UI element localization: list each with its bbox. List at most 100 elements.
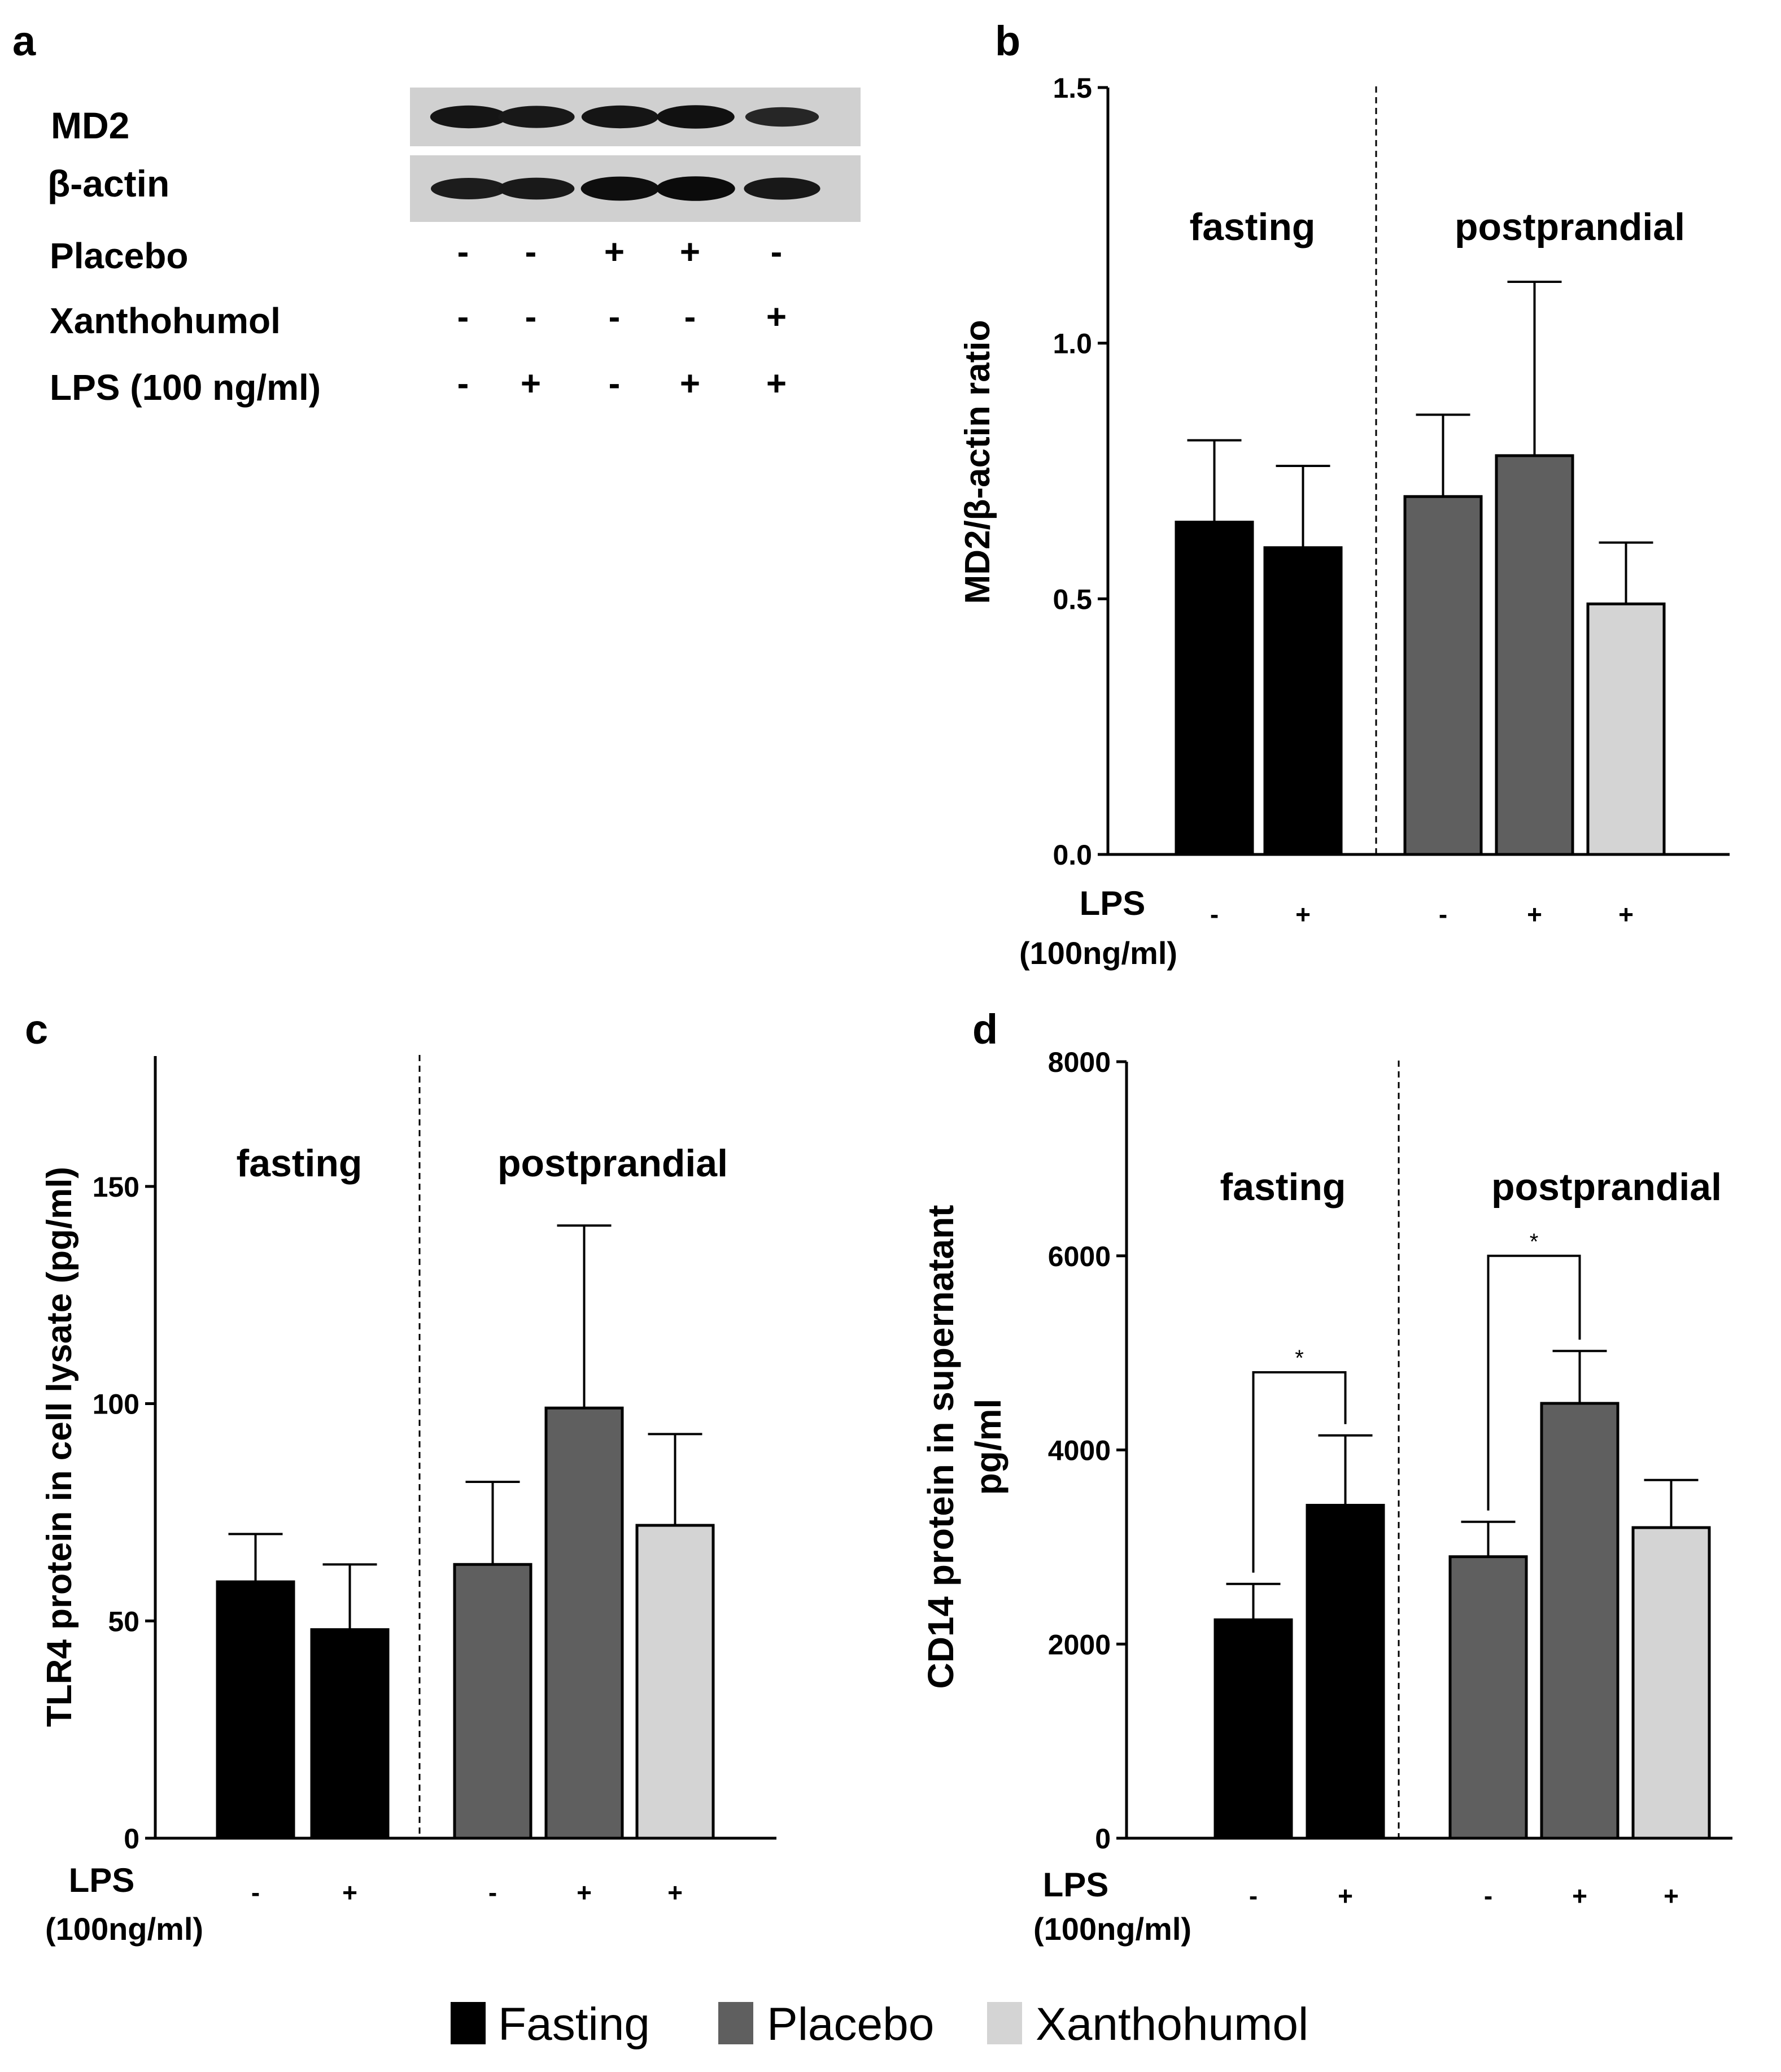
chart-c-lps-sign-3: -	[488, 1878, 497, 1907]
chart-d-y-tick-label-4: 8000	[1048, 1046, 1111, 1078]
chart-b-bar-1	[1175, 521, 1254, 856]
blot-band-md2-lane-5	[745, 107, 819, 127]
chart-b-y-tick-label-1: 0.5	[1053, 583, 1092, 615]
chart-c-bar-3	[453, 1563, 532, 1840]
chart-c-lps-sign-5: +	[667, 1878, 683, 1907]
condition-sign-2-3: -	[609, 298, 621, 337]
legend-label-xanthohumol: Xanthohumol	[1036, 1999, 1308, 2050]
chart-c-y-tick-label-0: 0	[124, 1823, 139, 1855]
condition-sign-1-3: +	[604, 233, 625, 272]
chart-b-group-label-postprandial: postprandial	[1455, 206, 1685, 248]
chart-c-group-label-postprandial: postprandial	[497, 1142, 728, 1185]
chart-d-bar-2	[1306, 1503, 1385, 1840]
legend-swatch-fasting	[451, 2002, 486, 2044]
chart-b-y-tick-label-0: 0.0	[1053, 839, 1092, 871]
chart-d-lps-sign-4: +	[1572, 1881, 1587, 1910]
chart-c-lps-sign-4: +	[577, 1878, 592, 1907]
condition-sign-3-5: +	[766, 364, 787, 403]
blot-band-actin-lane-1	[431, 178, 507, 199]
chart-b-lps-sign-2: +	[1295, 900, 1311, 929]
chart-c-bar-2	[310, 1628, 390, 1840]
legend-label-placebo: Placebo	[767, 1999, 934, 2050]
chart-b-xlabel-line1: LPS	[1080, 884, 1146, 922]
condition-sign-3-3: -	[609, 364, 621, 403]
chart-d-y-tick-label-3: 6000	[1048, 1241, 1111, 1272]
chart-b-bar-3	[1403, 495, 1483, 856]
chart-d-significance-label-1: *	[1295, 1346, 1304, 1371]
chart-b-y-tick-label-2: 1.0	[1053, 328, 1092, 360]
chart-c-lps-sign-2: +	[342, 1878, 357, 1907]
condition-sign-1-4: +	[680, 233, 700, 272]
condition-sign-3-4: +	[680, 364, 700, 403]
chart-d-significance-label-2: *	[1530, 1229, 1539, 1254]
chart-d-bar-4	[1540, 1402, 1620, 1840]
chart-c-xlabel-line2: (100ng/ml)	[45, 1911, 203, 1947]
chart-d-y-tick-label-2: 4000	[1048, 1435, 1111, 1467]
chart-c-y-tick-label-2: 100	[93, 1389, 139, 1420]
condition-sign-2-1: -	[457, 298, 469, 337]
blot-label-actin: β-actin	[47, 163, 169, 204]
chart-d-lps-sign-5: +	[1664, 1881, 1679, 1910]
condition-sign-2-2: -	[525, 298, 537, 337]
chart-d-letter: d	[972, 1006, 998, 1053]
chart-b-lps-sign-1: -	[1210, 900, 1219, 929]
chart-d-ylabel-line1: CD14 protein in supernatant	[920, 1205, 961, 1689]
chart-b-lps-sign-5: +	[1618, 900, 1634, 929]
condition-sign-2-5: +	[766, 298, 787, 337]
blot-band-md2-lane-1	[430, 105, 508, 129]
condition-label-2: Xanthohumol	[50, 300, 281, 341]
chart-d-significance-bracket-2	[1487, 1254, 1581, 1511]
legend-swatch-placebo	[718, 2002, 753, 2044]
panel-a-letter: a	[12, 18, 36, 64]
chart-d-lps-sign-2: +	[1338, 1881, 1353, 1910]
chart-c-y-tick-label-3: 150	[93, 1171, 139, 1203]
chart-c-ylabel: TLR4 protein in cell lysate (pg/ml)	[40, 1167, 79, 1727]
chart-d-xlabel-line1: LPS	[1043, 1866, 1109, 1904]
condition-sign-1-5: -	[771, 233, 783, 272]
chart-d-group-label-postprandial: postprandial	[1491, 1166, 1722, 1209]
chart-b-bar-5	[1586, 602, 1666, 856]
panel-a: a MD2 β-actin Placebo - - + + - Xanthohumol - - -…	[12, 18, 861, 408]
condition-sign-3-2: +	[521, 364, 541, 403]
chart-d-ylabel-line2: pg/ml	[968, 1399, 1009, 1495]
chart-c-bar-1	[216, 1580, 295, 1840]
chart-b-bar-2	[1263, 546, 1343, 856]
chart-b-y-tick-label-3: 1.5	[1053, 72, 1092, 104]
condition-label-3: LPS (100 ng/ml)	[50, 367, 321, 408]
chart-c-xlabel-line1: LPS	[69, 1861, 135, 1899]
chart-c: c 0 50 100 150 fasting postprandial - + - + + LPS (10…	[25, 1006, 776, 1947]
chart-d-y-tick-label-0: 0	[1095, 1823, 1111, 1855]
chart-b-bar-4	[1495, 454, 1574, 856]
chart-b-ylabel: MD2/β-actin ratio	[958, 320, 997, 604]
blot-band-actin-lane-5	[744, 177, 820, 200]
blot-band-actin-lane-2	[498, 177, 575, 200]
chart-d: d 0 2000 4000 6000 8000 fasting postprandial - + -…	[920, 1006, 1732, 1947]
blot-band-actin-lane-4	[656, 176, 735, 201]
chart-c-letter: c	[25, 1006, 48, 1053]
blot-band-md2-lane-2	[498, 106, 575, 128]
blot-band-actin-lane-3	[580, 176, 660, 201]
chart-c-y-tick-label-1: 50	[108, 1606, 139, 1637]
condition-label-1: Placebo	[50, 235, 188, 276]
chart-b: b 0.0 0.5 1.0 1.5 fasting postprandial - + - + + LPS…	[958, 18, 1730, 971]
legend-label-fasting: Fasting	[498, 1999, 650, 2050]
legend: Fasting Placebo Xanthohumol	[451, 1999, 1308, 2050]
chart-b-letter: b	[995, 18, 1020, 64]
chart-d-bar-1	[1213, 1618, 1293, 1840]
chart-b-group-label-fasting: fasting	[1190, 206, 1316, 248]
blot-band-md2-lane-4	[657, 105, 735, 129]
condition-sign-1-2: -	[525, 233, 537, 272]
chart-b-xlabel-line2: (100ng/ml)	[1019, 935, 1177, 971]
chart-d-bar-5	[1631, 1526, 1711, 1840]
chart-d-lps-sign-3: -	[1484, 1881, 1492, 1910]
legend-swatch-xanthohumol	[987, 2002, 1022, 2044]
chart-d-lps-sign-1: -	[1249, 1881, 1258, 1910]
condition-table: Placebo - - + + - Xanthohumol - - - - + LPS (100 ng/…	[50, 233, 787, 408]
chart-c-lps-sign-1: -	[251, 1878, 260, 1907]
chart-c-group-label-fasting: fasting	[237, 1142, 363, 1185]
chart-c-bar-5	[635, 1524, 715, 1840]
chart-b-lps-sign-3: -	[1439, 900, 1447, 929]
chart-d-xlabel-line2: (100ng/ml)	[1033, 1911, 1191, 1947]
chart-b-lps-sign-4: +	[1527, 900, 1542, 929]
